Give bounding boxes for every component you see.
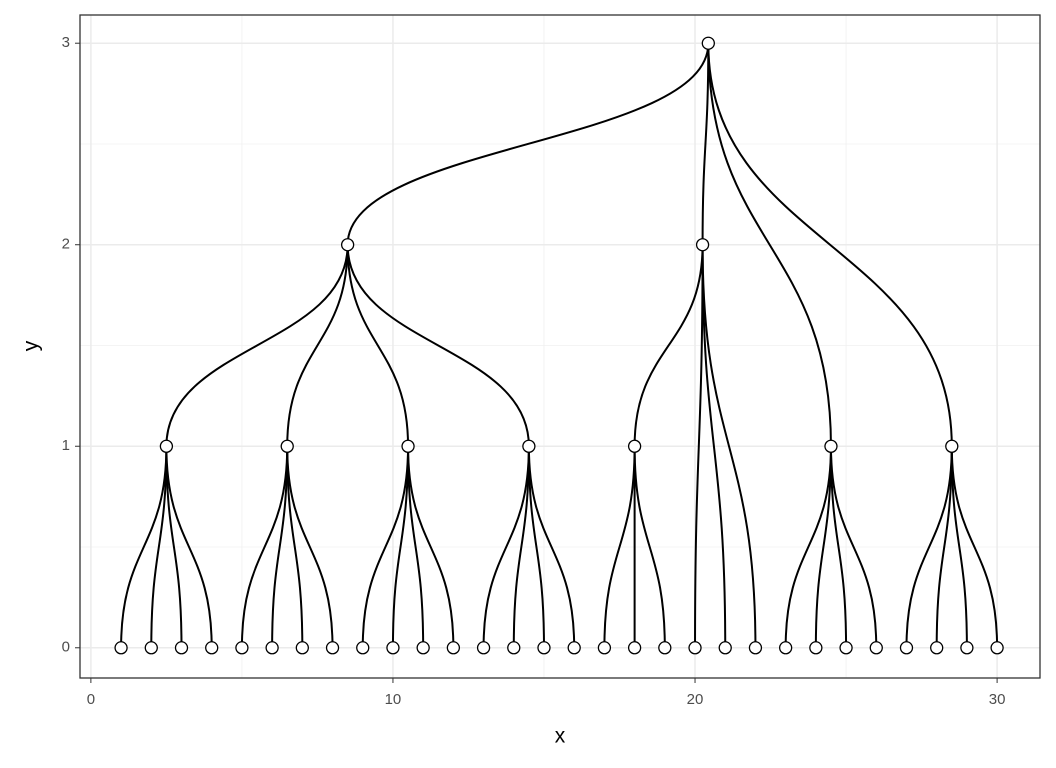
panel-border [79, 14, 1041, 679]
node [869, 641, 883, 655]
node [824, 439, 838, 453]
panel-background [80, 15, 1040, 678]
node [945, 439, 959, 453]
node [567, 641, 581, 655]
edge [701, 43, 710, 245]
node [507, 641, 521, 655]
node [688, 641, 702, 655]
node [597, 641, 612, 655]
edge [950, 446, 968, 648]
node [779, 641, 793, 655]
node [522, 439, 536, 453]
node [960, 641, 974, 655]
node [235, 641, 249, 655]
edge [527, 446, 545, 648]
node [174, 641, 189, 655]
edge [407, 446, 455, 648]
edge [346, 43, 710, 245]
edge [286, 446, 334, 648]
edge [829, 446, 878, 648]
x-tick-label: 20 [687, 691, 704, 708]
edge [633, 446, 666, 648]
edge [391, 446, 410, 648]
edge [346, 244, 410, 447]
node [930, 641, 944, 655]
node [446, 641, 461, 655]
edge [346, 244, 530, 447]
node [280, 439, 294, 453]
y-tick-label: 3 [62, 34, 70, 51]
node [114, 641, 128, 655]
node [809, 641, 823, 655]
edge [905, 446, 953, 648]
y-tick-label: 2 [62, 236, 70, 253]
edge [482, 446, 530, 648]
node [658, 641, 672, 655]
x-tick-label: 0 [87, 691, 95, 708]
edge [286, 244, 349, 447]
node [990, 641, 1004, 655]
node [144, 641, 158, 655]
edge [603, 446, 636, 648]
edge [407, 446, 425, 648]
y-tick-label: 0 [62, 639, 70, 656]
edge [707, 43, 832, 447]
node [295, 641, 309, 655]
edge [814, 446, 832, 648]
node [476, 641, 491, 655]
edge [165, 244, 349, 447]
edge [935, 446, 953, 648]
edge [784, 446, 832, 648]
edge [527, 446, 576, 648]
x-tick-label: 30 [989, 691, 1006, 708]
node [386, 641, 400, 655]
edge [633, 244, 704, 447]
node [159, 439, 174, 453]
edge [361, 446, 410, 648]
node [265, 641, 279, 655]
edge [286, 446, 304, 648]
x-tick-label: 10 [385, 691, 402, 708]
edge [271, 446, 289, 648]
node [340, 238, 355, 252]
edge [120, 446, 168, 648]
edge [829, 446, 848, 648]
x-axis-title: x [555, 725, 566, 748]
node [627, 439, 642, 453]
edge [701, 244, 727, 648]
node [695, 238, 710, 252]
edge [707, 43, 953, 447]
node [205, 641, 219, 655]
edge [512, 446, 530, 648]
node [356, 641, 370, 655]
edge [150, 446, 168, 648]
node [416, 641, 430, 655]
node [839, 641, 853, 655]
node [401, 439, 415, 453]
node [748, 641, 763, 655]
node [627, 641, 642, 655]
edge [165, 446, 213, 648]
edge [694, 244, 704, 648]
edge [701, 244, 757, 648]
node [718, 641, 732, 655]
y-axis-title: y [20, 340, 43, 351]
node [899, 641, 914, 655]
y-tick-label: 1 [62, 437, 70, 454]
node [701, 36, 715, 50]
edge [240, 446, 289, 648]
edge [950, 446, 999, 648]
edge [165, 446, 183, 648]
node [325, 641, 340, 655]
node [537, 641, 551, 655]
